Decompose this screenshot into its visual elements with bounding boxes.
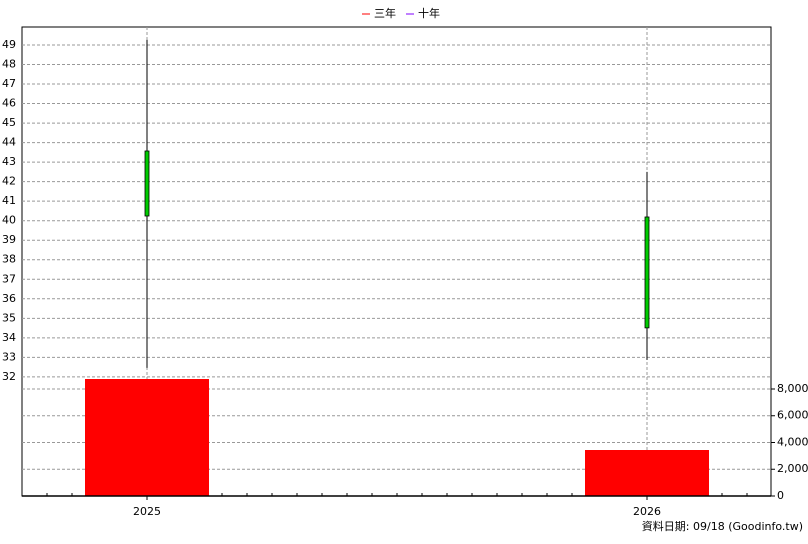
y-tick-label: 33 <box>2 350 16 363</box>
y-tick-label: 36 <box>2 292 16 305</box>
y-tick-label: 46 <box>2 97 16 110</box>
legend-label: 十年 <box>418 6 440 20</box>
candle-body <box>144 150 150 217</box>
y2-tick-label: 8,000 <box>777 382 808 395</box>
y-tick-label: 45 <box>2 116 16 129</box>
y-tick-label: 32 <box>2 370 16 383</box>
y-tick-label: 38 <box>2 253 16 266</box>
y-tick-label: 34 <box>2 331 16 344</box>
y-tick-label: 39 <box>2 233 16 246</box>
candle-body <box>644 216 650 329</box>
legend-label: 三年 <box>374 6 396 20</box>
footer: 資料日期: 09/18 (Goodinfo.tw) <box>642 519 803 533</box>
y2-tick-label: 0 <box>777 489 784 502</box>
x-tick-label: 2026 <box>633 505 661 518</box>
x-tick-label: 2025 <box>133 505 161 518</box>
y-tick-label: 49 <box>2 38 16 51</box>
y-tick-label: 44 <box>2 136 16 149</box>
y-tick-label: 37 <box>2 272 16 285</box>
y-tick-label: 40 <box>2 214 16 227</box>
y-tick-label: 47 <box>2 77 16 90</box>
y2-tick-label: 2,000 <box>777 462 808 475</box>
y-tick-label: 42 <box>2 175 16 188</box>
volume-bar <box>585 450 709 496</box>
volume-bar <box>85 378 209 496</box>
y-tick-label: 48 <box>2 57 16 70</box>
y-tick-label: 35 <box>2 311 16 324</box>
y-tick-label: 43 <box>2 155 16 168</box>
y2-tick-label: 6,000 <box>777 409 808 422</box>
y2-tick-label: 4,000 <box>777 435 808 448</box>
y-tick-label: 41 <box>2 194 16 207</box>
